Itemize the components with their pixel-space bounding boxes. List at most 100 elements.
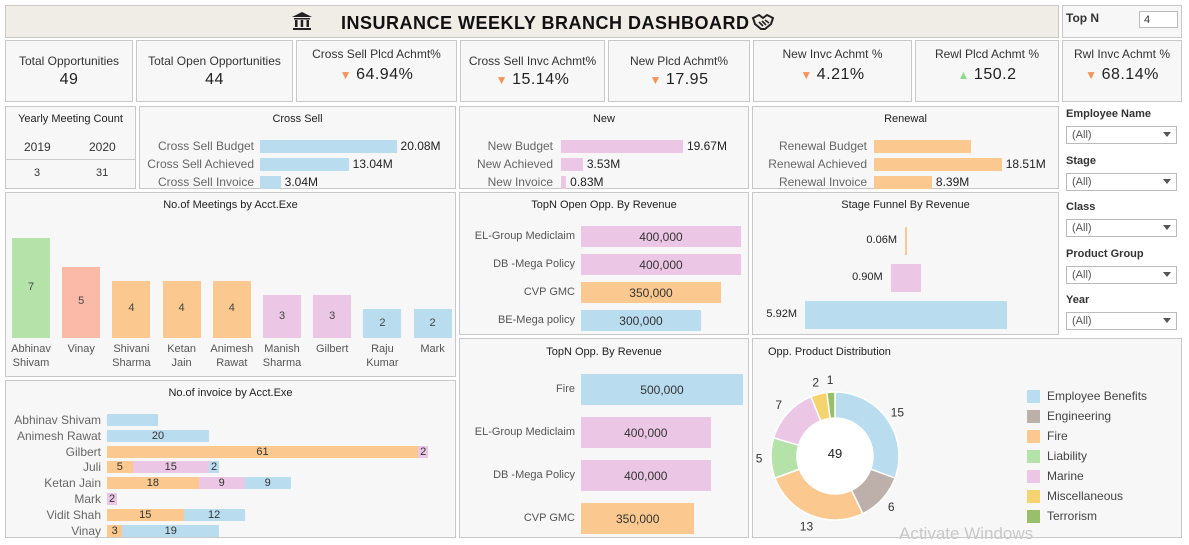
panel-title: Cross Sell bbox=[272, 113, 323, 125]
count-2019: 3 bbox=[34, 167, 41, 179]
slice-label: 6 bbox=[888, 500, 895, 514]
bar-value: 13.04M bbox=[352, 157, 393, 171]
bar-label-line: Raju bbox=[371, 343, 394, 355]
bar-label: New Achieved bbox=[476, 157, 553, 171]
meeting-bar: 2 bbox=[363, 309, 402, 338]
bar-label-line: Shivani bbox=[113, 343, 150, 355]
filter-label: Class bbox=[1066, 201, 1096, 213]
row-label: Mark bbox=[74, 492, 101, 506]
chevron-down-icon bbox=[1163, 178, 1171, 184]
bar-label-line: Kumar bbox=[366, 357, 399, 369]
bar-value: 300,000 bbox=[619, 313, 663, 328]
slice-label: 1 bbox=[827, 373, 834, 387]
watermark: Activate Windows bbox=[899, 524, 1034, 543]
bar-value: 3.04M bbox=[284, 175, 319, 189]
filter-dropdown[interactable]: (All) bbox=[1066, 126, 1177, 144]
slice-label: 5 bbox=[756, 451, 763, 465]
bar-value: 400,000 bbox=[639, 229, 683, 244]
filter-dropdown[interactable]: (All) bbox=[1066, 265, 1177, 284]
top-n-input[interactable]: 4 bbox=[1139, 11, 1178, 28]
top-n-label: Top N bbox=[1066, 11, 1100, 25]
bar-label: Manish Sharma bbox=[255, 342, 309, 370]
bar-value: 7 bbox=[27, 280, 35, 293]
bar: 300,000 bbox=[581, 310, 701, 331]
bar: 350,000 bbox=[581, 503, 695, 534]
kpi-new-plcd: New Plcd Achmt% ▼ 17.95 bbox=[608, 40, 750, 102]
legend-swatch bbox=[1027, 390, 1040, 403]
kpi-cross-sell-invc: Cross Sell Invc Achmt% ▼ 15.14% bbox=[460, 40, 605, 102]
bar-label: BE-Mega policy bbox=[497, 313, 575, 326]
bar-label: Abhinav Shivam bbox=[4, 342, 58, 370]
bar-value: 19.67M bbox=[686, 139, 727, 153]
bar-label: Gilbert bbox=[305, 342, 359, 356]
chevron-down-icon bbox=[1163, 318, 1171, 323]
row-label: Abhinav Shivam bbox=[14, 413, 101, 427]
donut-total: 49 bbox=[827, 446, 843, 461]
arrow-down-icon: ▼ bbox=[339, 68, 353, 82]
legend-label: Marine bbox=[1047, 469, 1084, 483]
cross-sell-panel: Cross Sell Cross Sell Budget 20.08M Cross … bbox=[139, 106, 456, 189]
kpi-value: 15.14% bbox=[512, 71, 570, 88]
bar: 500,000 bbox=[581, 374, 743, 405]
bar bbox=[561, 176, 567, 189]
bar-value: 3.53M bbox=[586, 157, 621, 171]
slice-label: 15 bbox=[891, 406, 905, 420]
kpi-value: 49 bbox=[59, 71, 79, 88]
row-label: Gilbert bbox=[65, 444, 101, 459]
filter-value: (All) bbox=[1072, 268, 1092, 281]
yearly-meeting-count: Yearly Meeting Count 2019 2020 3 31 bbox=[5, 106, 136, 189]
divider bbox=[6, 159, 135, 160]
kpi-label: Cross Sell Plcd Achmt% bbox=[312, 47, 441, 61]
bar-label: CVP GMC bbox=[523, 285, 575, 298]
bar-value: 20.08M bbox=[400, 139, 441, 153]
filter-dropdown[interactable]: (All) bbox=[1066, 312, 1177, 330]
bar-value: 400,000 bbox=[639, 257, 683, 272]
bar-value: 400,000 bbox=[624, 425, 668, 440]
handshake-icon bbox=[751, 12, 775, 37]
header-bar: INSURANCE WEEKLY BRANCH DASHBOARD bbox=[5, 5, 1059, 38]
arrow-down-icon: ▼ bbox=[800, 68, 813, 82]
funnel-bar bbox=[890, 264, 922, 292]
kpi-rwl-invc: Rwl Invc Achmt % ▼ 68.14% bbox=[1062, 40, 1182, 102]
chart-title: Stage Funnel By Revenue bbox=[841, 199, 970, 211]
bar-label: New Invoice bbox=[487, 175, 553, 189]
invoice-segment: 15 bbox=[107, 508, 184, 521]
invoice-segment: 19 bbox=[122, 524, 220, 537]
row-label: Juli bbox=[82, 460, 101, 475]
invoice-segment: 3 bbox=[107, 524, 123, 537]
bar-label-line: Gilbert bbox=[315, 343, 349, 355]
bar-label-line: Sharma bbox=[112, 357, 151, 369]
invoice-chart: No.of invoice by Acct.Exe Abhinav Shivam… bbox=[5, 380, 456, 538]
kpi-value: 64.94% bbox=[356, 66, 414, 83]
bar-label: DB -Mega Policy bbox=[493, 257, 575, 270]
bar-label: New Budget bbox=[487, 139, 553, 153]
bar bbox=[561, 140, 683, 153]
bank-icon bbox=[291, 11, 313, 36]
invoice-segment: 9 bbox=[244, 477, 291, 490]
kpi-label: New Plcd Achmt% bbox=[629, 54, 729, 68]
bar-label: Mark bbox=[406, 342, 460, 356]
kpi-label: Rwl Invc Achmt % bbox=[1073, 47, 1171, 61]
kpi-value: 68.14% bbox=[1101, 66, 1159, 83]
bar-label: CVP GMC bbox=[523, 511, 575, 524]
bar-value: 5 bbox=[78, 295, 85, 308]
bar-label-line: Rawat bbox=[216, 357, 248, 369]
bar-value: 2 bbox=[429, 316, 436, 329]
filter-dropdown[interactable]: (All) bbox=[1066, 172, 1177, 191]
new-panel: New New Budget 19.67M New Achieved 3.53M New… bbox=[459, 106, 749, 189]
bar-label-line: Vinay bbox=[67, 343, 95, 355]
bar-label-line: Jain bbox=[171, 357, 192, 369]
invoice-segment: 9 bbox=[198, 477, 245, 490]
kpi-value-row: ▼ 68.14% bbox=[1063, 66, 1181, 84]
kpi-value: 17.95 bbox=[665, 71, 709, 88]
bar-label: Cross Sell Invoice bbox=[157, 175, 254, 189]
bar bbox=[874, 176, 932, 189]
invoice-segment bbox=[107, 414, 158, 426]
renewal-panel: Renewal Renewal Budget Renewal Achieved 18… bbox=[752, 106, 1059, 189]
filter-panel: Employee Name (All) Stage (All) Class (All) Pr… bbox=[1062, 106, 1182, 336]
panel-title: Yearly Meeting Count bbox=[18, 113, 123, 125]
bar: 400,000 bbox=[581, 226, 741, 247]
legend-swatch bbox=[1027, 470, 1040, 483]
filter-dropdown[interactable]: (All) bbox=[1066, 219, 1177, 237]
bar-value: 4 bbox=[228, 302, 235, 315]
